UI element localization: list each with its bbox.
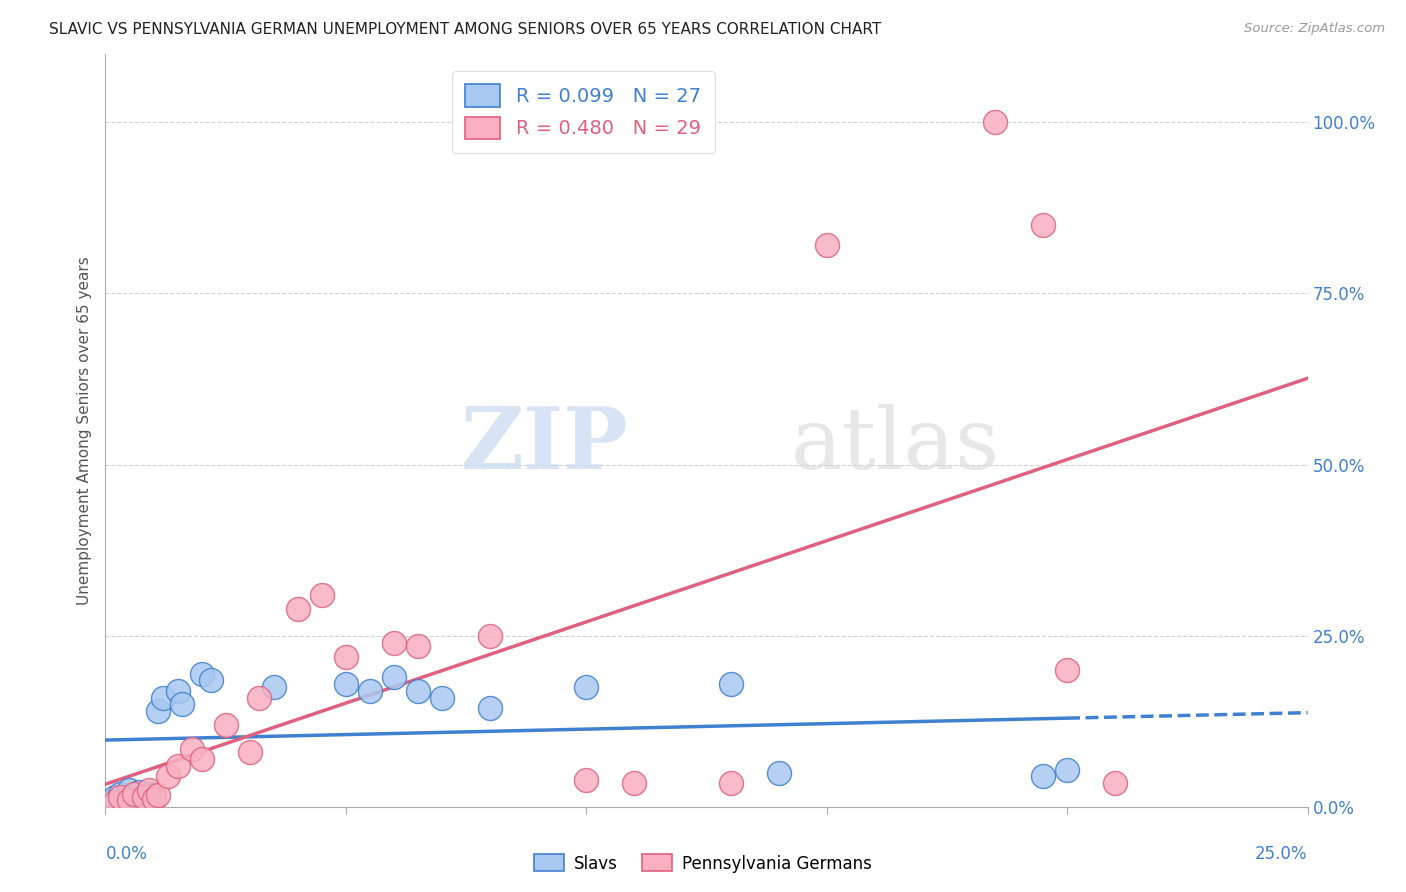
Point — [108, 789, 131, 804]
Point — [190, 752, 212, 766]
Point — [166, 683, 188, 698]
Point — [200, 673, 222, 688]
Point — [118, 783, 141, 797]
Point — [142, 788, 165, 802]
Point — [1032, 218, 1054, 232]
Point — [479, 629, 502, 643]
Point — [263, 681, 285, 695]
Point — [138, 787, 160, 801]
Y-axis label: Unemployment Among Seniors over 65 years: Unemployment Among Seniors over 65 years — [77, 256, 93, 605]
Point — [104, 795, 127, 809]
Point — [172, 698, 194, 712]
Point — [138, 783, 160, 797]
Text: 25.0%: 25.0% — [1256, 845, 1308, 863]
Point — [575, 772, 598, 787]
Point — [623, 776, 645, 790]
Point — [311, 588, 333, 602]
Point — [239, 746, 262, 760]
Point — [768, 766, 790, 780]
Legend: Slavs, Pennsylvania Germans: Slavs, Pennsylvania Germans — [527, 847, 879, 880]
Point — [335, 649, 357, 664]
Point — [430, 690, 453, 705]
Point — [247, 690, 270, 705]
Text: ZIP: ZIP — [461, 403, 628, 487]
Point — [132, 789, 155, 804]
Point — [406, 639, 429, 653]
Text: SLAVIC VS PENNSYLVANIA GERMAN UNEMPLOYMENT AMONG SENIORS OVER 65 YEARS CORRELATI: SLAVIC VS PENNSYLVANIA GERMAN UNEMPLOYME… — [49, 22, 882, 37]
Point — [382, 670, 405, 684]
Point — [132, 789, 155, 804]
Text: 0.0%: 0.0% — [105, 845, 148, 863]
Point — [114, 792, 136, 806]
Point — [1032, 769, 1054, 783]
Point — [214, 718, 236, 732]
Point — [575, 681, 598, 695]
Point — [1104, 776, 1126, 790]
Point — [287, 601, 309, 615]
Point — [104, 789, 127, 804]
Point — [148, 704, 170, 718]
Point — [359, 683, 381, 698]
Text: atlas: atlas — [790, 404, 1000, 487]
Point — [142, 792, 165, 806]
Point — [124, 788, 146, 802]
Point — [124, 787, 146, 801]
Point — [720, 776, 742, 790]
Legend: R = 0.099   N = 27, R = 0.480   N = 29: R = 0.099 N = 27, R = 0.480 N = 29 — [451, 70, 714, 153]
Point — [152, 690, 174, 705]
Point — [108, 787, 131, 801]
Point — [148, 788, 170, 802]
Point — [118, 793, 141, 807]
Point — [1056, 663, 1078, 677]
Point — [335, 677, 357, 691]
Point — [156, 769, 179, 783]
Point — [720, 677, 742, 691]
Point — [382, 636, 405, 650]
Point — [190, 666, 212, 681]
Point — [166, 759, 188, 773]
Point — [128, 785, 150, 799]
Point — [984, 115, 1007, 129]
Point — [479, 701, 502, 715]
Text: Source: ZipAtlas.com: Source: ZipAtlas.com — [1244, 22, 1385, 36]
Point — [1056, 763, 1078, 777]
Point — [181, 742, 204, 756]
Point — [406, 683, 429, 698]
Point — [815, 238, 838, 252]
